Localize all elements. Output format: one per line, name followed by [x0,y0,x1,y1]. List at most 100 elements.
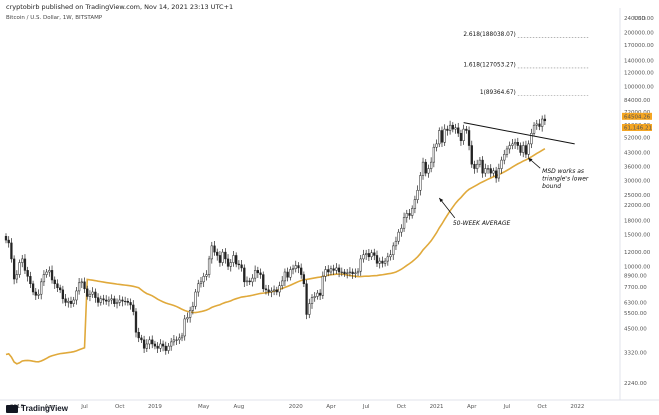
y-tick-label: 140000.00 [624,58,654,64]
candle-body [294,265,297,269]
candle-body [527,143,530,155]
candle-body [522,145,525,153]
y-tick-label: 52000.00 [624,136,651,142]
candle-body [351,271,354,274]
candle-body [321,276,324,296]
x-tick-label: Apr [45,404,55,410]
candle-body [310,297,314,304]
candle-body [253,270,257,279]
candle-body [64,298,67,303]
candle-body [424,161,427,174]
candle-body [69,300,73,304]
candle-body [167,345,170,351]
candle-body [262,274,265,290]
candle-body [302,274,306,285]
candle-body [264,288,268,291]
candle-body [121,299,124,302]
price-badge [622,123,652,131]
published-header: cryptobirb published on TradingView.com,… [6,3,234,11]
candle-body [159,343,162,349]
y-tick-label: 200000.00 [624,30,654,36]
candle-body [142,339,146,349]
candle-body [164,345,167,351]
candle-body [186,317,189,320]
candle-body [140,337,143,341]
candle-body [435,143,438,148]
candle-body [440,130,444,143]
y-tick-label: 2240.00 [624,381,647,387]
candle-body [61,289,65,300]
candle-body [153,343,157,347]
candle-body [275,289,278,293]
candle-body [484,168,487,174]
candle-body [224,251,227,260]
candle-body [53,279,56,285]
candle-body [126,300,130,303]
candle-body [216,251,219,256]
candle-body [378,260,381,264]
candle-body [454,127,457,130]
candle-body [202,276,205,283]
y-tick-label: 18000.00 [624,218,651,224]
y-tick-label: 8900.00 [624,273,647,279]
candle-body [205,274,208,277]
candle-body [118,299,121,303]
candle-body [31,283,35,293]
candle-body [291,268,295,270]
candle-body [67,300,70,303]
msd-arrow-head [528,158,533,163]
candle-body [137,331,140,339]
tradingview-brand[interactable]: TradingView [6,404,68,413]
candle-body [416,190,419,200]
candle-body [354,272,357,274]
y-tick-label: 12000.00 [624,250,651,256]
y-tick-label: 170000.00 [624,43,654,49]
candle-body [278,285,281,293]
fifty-week-arrow-head [439,198,444,203]
y-tick-label: 30000.00 [624,179,651,185]
candle-body [50,270,54,281]
candle-body [218,255,222,263]
candle-body [170,341,173,347]
y-tick-label: 7700.00 [624,285,647,291]
msd-annotation-text: triangle's lower [542,176,589,183]
candle-body [532,124,536,134]
candle-body [259,272,262,275]
price-badge-label: 61,146.21 [624,125,652,131]
candle-body [86,288,89,297]
currency-label: USD [634,16,646,22]
candle-body [535,123,538,126]
candle-body [75,290,78,301]
candle-body [272,289,276,292]
y-tick-label: 36000.00 [624,164,651,170]
candle-body [56,283,59,289]
candle-body [305,283,308,315]
candle-body [508,145,511,150]
y-tick-label: 100000.00 [624,85,654,91]
candle-body [413,199,417,209]
msd-annotation-text: MSD works as [542,168,584,175]
candle-body [370,252,373,258]
candle-body [386,256,389,262]
x-tick-label: 2022 [570,404,584,410]
candle-body [430,161,433,169]
candle-body [256,270,259,274]
candle-body [397,231,400,242]
candle-body [134,311,138,333]
x-tick-label: 2021 [430,404,444,410]
candle-body [29,276,32,285]
candle-body [519,145,522,153]
candle-body [40,281,43,295]
candle-body [373,252,376,256]
candle-body [102,298,105,301]
candle-body [316,292,319,297]
candle-body [207,258,211,275]
candle-body [183,318,186,337]
candle-body [240,264,243,269]
candle-body [513,142,517,145]
candle-body [267,289,270,293]
candle-body [489,168,492,174]
candle-body [23,258,27,271]
candle-body [318,292,322,296]
